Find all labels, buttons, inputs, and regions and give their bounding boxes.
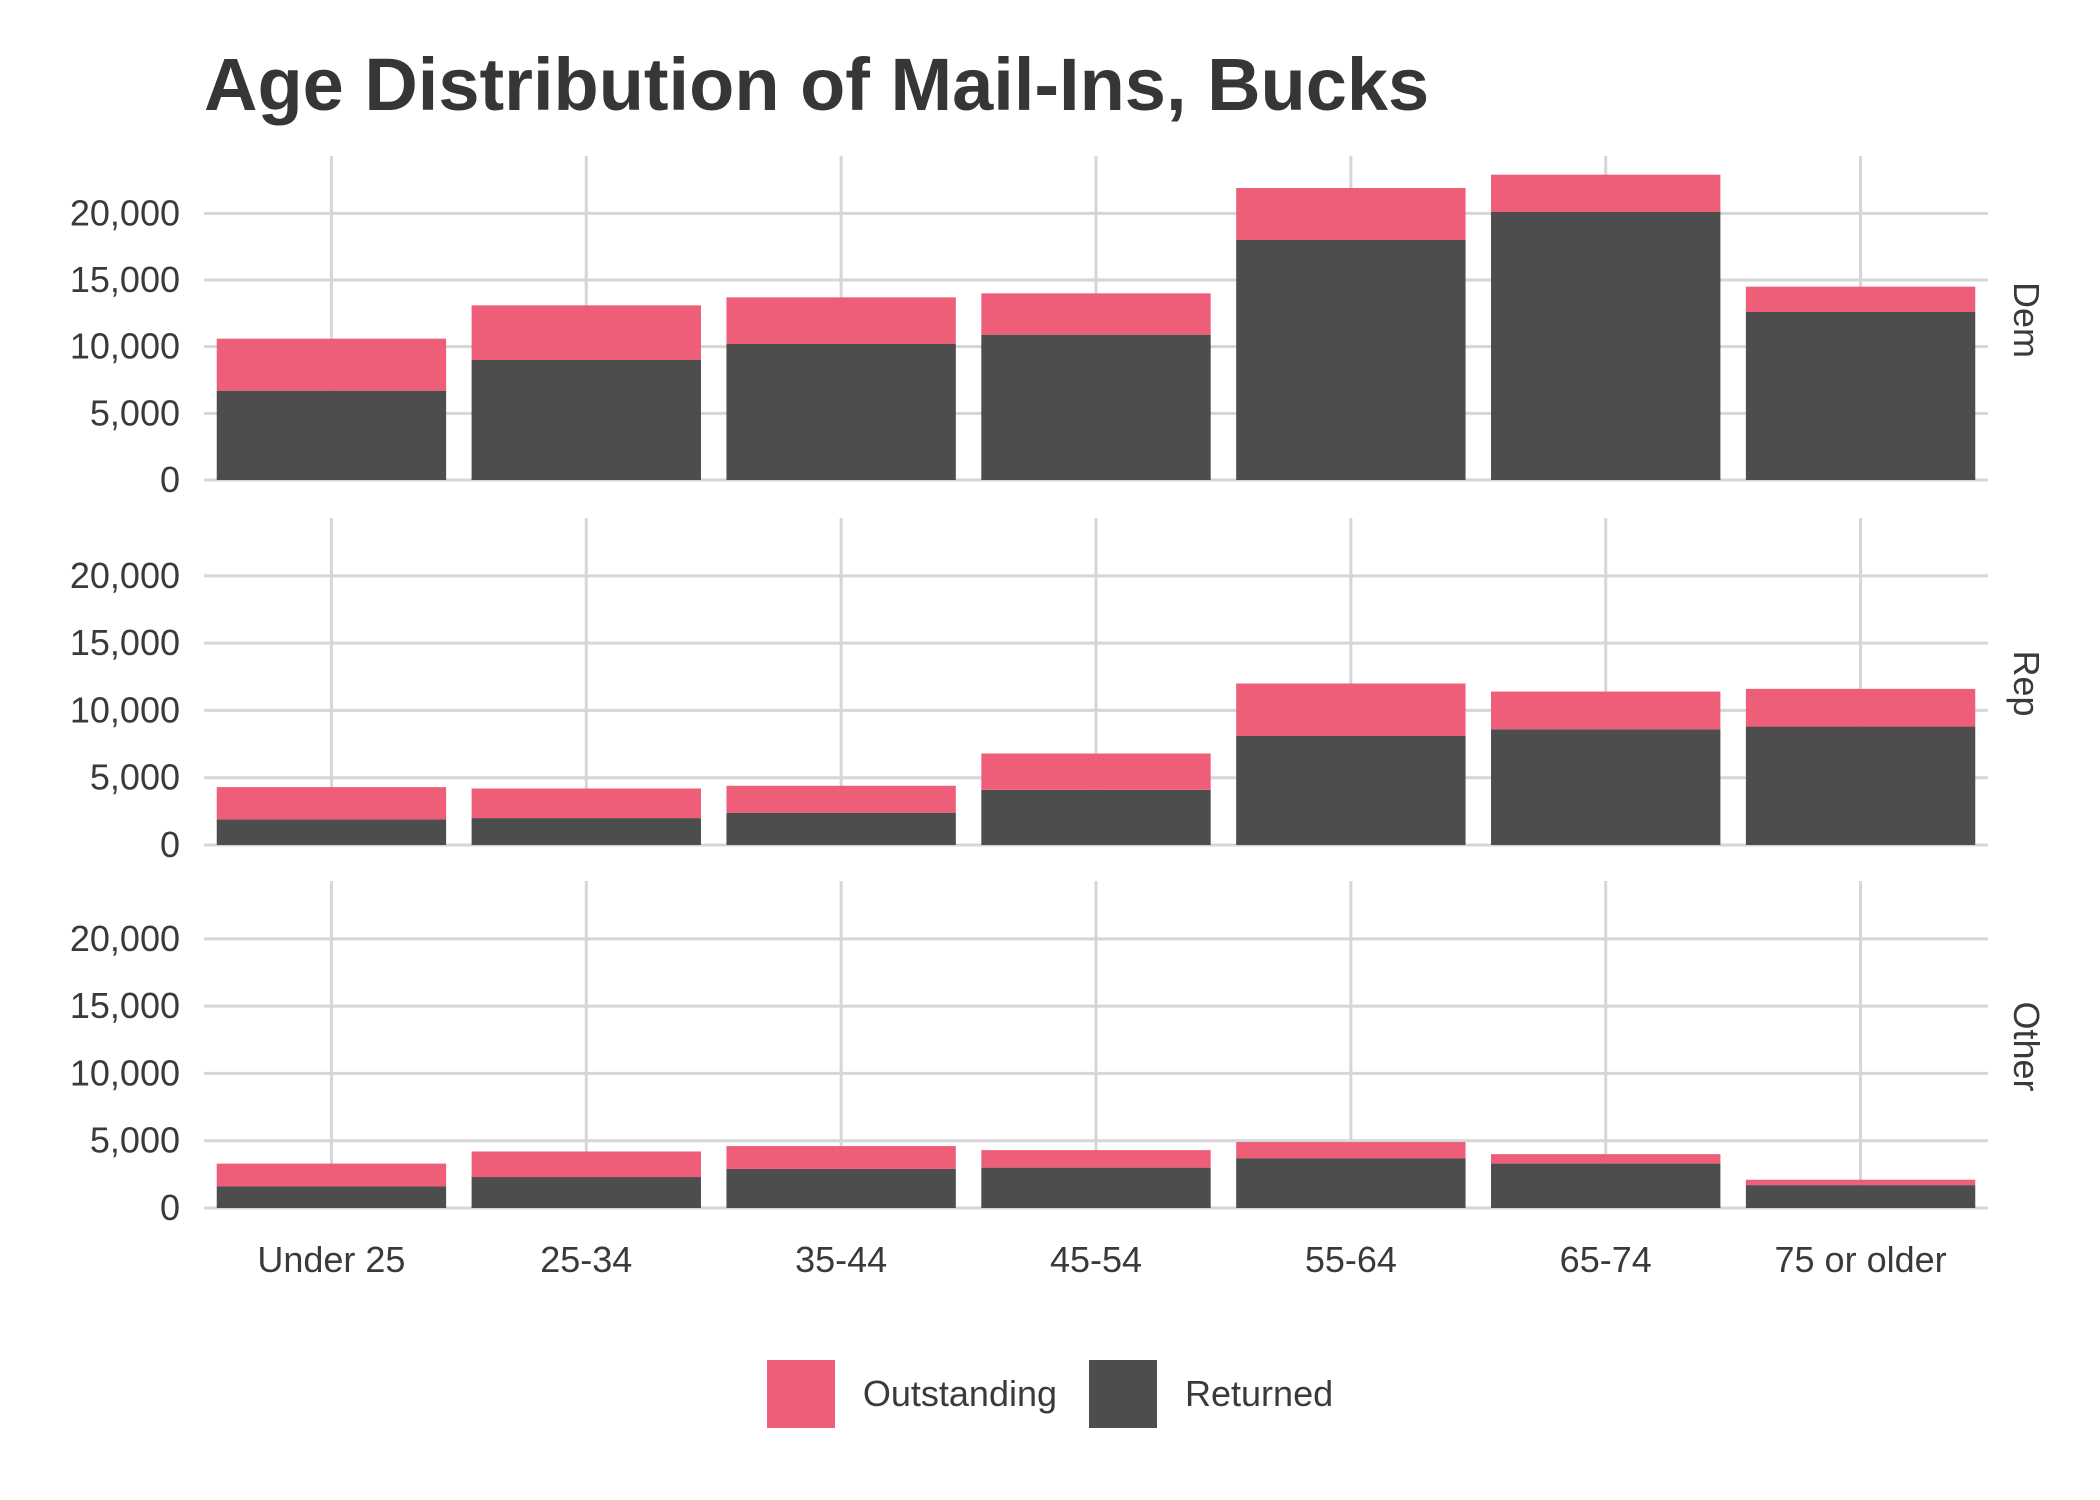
bar-rep-outstanding-under-25 xyxy=(216,787,447,820)
y-tick-label: 5,000 xyxy=(90,392,180,433)
bar-other-outstanding-65-74 xyxy=(1491,1154,1721,1164)
faceted-bar-chart: 0 5,000 10,000 15,000 20,000 Dem 0 5,000 10,000 1… xyxy=(70,156,2047,1280)
legend-item-returned: Returned xyxy=(1089,1360,1333,1428)
x-tick-label: 25-34 xyxy=(540,1239,632,1280)
bar-other-returned-55-64 xyxy=(1236,1158,1466,1208)
y-tick-label: 5,000 xyxy=(90,1120,180,1161)
y-tick-label: 15,000 xyxy=(70,985,180,1026)
bar-other-returned-25-34 xyxy=(471,1177,701,1208)
bar-rep-outstanding-25-34 xyxy=(471,788,701,819)
bar-other-returned-45-54 xyxy=(981,1167,1211,1208)
bar-rep-outstanding-45-54 xyxy=(981,753,1211,790)
y-tick-label: 20,000 xyxy=(70,555,180,596)
bar-rep-returned-75-or-older xyxy=(1745,726,1976,845)
y-tick-label: 10,000 xyxy=(70,1052,180,1093)
bar-dem-returned-45-54 xyxy=(981,334,1211,480)
x-tick-label: 65-74 xyxy=(1560,1239,1652,1280)
y-tick-label: 15,000 xyxy=(70,259,180,300)
legend-item-outstanding: Outstanding xyxy=(766,1360,1058,1428)
bar-dem-outstanding-65-74 xyxy=(1491,174,1721,212)
y-tick-label: 20,000 xyxy=(70,192,180,233)
bar-rep-returned-under-25 xyxy=(216,819,447,845)
bar-rep-returned-45-54 xyxy=(981,789,1211,845)
bar-dem-outstanding-35-44 xyxy=(726,297,956,344)
bar-dem-outstanding-45-54 xyxy=(981,293,1211,335)
facet-label-rep: Rep xyxy=(2006,650,2047,716)
bar-other-returned-under-25 xyxy=(216,1186,447,1208)
y-tick-label: 0 xyxy=(160,459,180,500)
facet-label-dem: Dem xyxy=(2006,282,2047,358)
bar-dem-outstanding-under-25 xyxy=(216,338,447,391)
bar-dem-returned-75-or-older xyxy=(1745,312,1976,480)
bar-other-returned-35-44 xyxy=(726,1168,956,1208)
chart-title: Age Distribution of Mail-Ins, Bucks xyxy=(204,43,1430,126)
y-tick-label: 0 xyxy=(160,824,180,865)
bar-dem-returned-35-44 xyxy=(726,344,956,480)
bar-dem-outstanding-75-or-older xyxy=(1745,286,1976,312)
bar-other-outstanding-25-34 xyxy=(471,1151,701,1178)
bar-rep-returned-55-64 xyxy=(1236,735,1466,845)
x-tick-label: 35-44 xyxy=(795,1239,887,1280)
legend-label-returned: Returned xyxy=(1185,1373,1334,1414)
bar-rep-returned-35-44 xyxy=(726,812,956,845)
y-tick-label: 20,000 xyxy=(70,918,180,959)
bar-other-returned-65-74 xyxy=(1491,1163,1721,1208)
bar-dem-returned-25-34 xyxy=(471,360,701,480)
bar-rep-outstanding-35-44 xyxy=(726,785,956,813)
facet-label-other: Other xyxy=(2006,1001,2047,1091)
bar-other-outstanding-55-64 xyxy=(1236,1142,1466,1159)
bar-other-outstanding-under-25 xyxy=(216,1163,447,1187)
y-tick-label: 5,000 xyxy=(90,757,180,798)
legend-swatch-outstanding xyxy=(766,1360,835,1428)
legend: Outstanding Returned xyxy=(0,1360,2100,1428)
y-tick-label: 15,000 xyxy=(70,622,180,663)
bar-other-outstanding-35-44 xyxy=(726,1146,956,1169)
bar-other-outstanding-75-or-older xyxy=(1745,1179,1976,1186)
legend-label-outstanding: Outstanding xyxy=(862,1373,1058,1414)
bar-rep-returned-65-74 xyxy=(1491,729,1721,845)
x-tick-label: 55-64 xyxy=(1305,1239,1397,1280)
bar-rep-outstanding-65-74 xyxy=(1491,691,1721,730)
bar-rep-outstanding-75-or-older xyxy=(1745,688,1976,727)
bar-dem-outstanding-25-34 xyxy=(471,305,701,360)
y-tick-label: 10,000 xyxy=(70,326,180,367)
bar-rep-outstanding-55-64 xyxy=(1236,683,1466,736)
bar-dem-returned-under-25 xyxy=(216,390,447,480)
bar-dem-outstanding-55-64 xyxy=(1236,188,1466,240)
legend-swatch-returned xyxy=(1089,1360,1158,1428)
bar-other-returned-75-or-older xyxy=(1745,1185,1976,1208)
x-tick-label: 75 or older xyxy=(1775,1239,1947,1280)
bar-dem-returned-55-64 xyxy=(1236,240,1466,480)
y-tick-label: 0 xyxy=(160,1187,180,1228)
y-tick-label: 10,000 xyxy=(70,689,180,730)
bar-dem-returned-65-74 xyxy=(1491,212,1721,480)
bar-other-outstanding-45-54 xyxy=(981,1150,1211,1168)
bar-rep-returned-25-34 xyxy=(471,818,701,845)
x-tick-label: 45-54 xyxy=(1050,1239,1142,1280)
x-tick-label: Under 25 xyxy=(257,1239,405,1280)
